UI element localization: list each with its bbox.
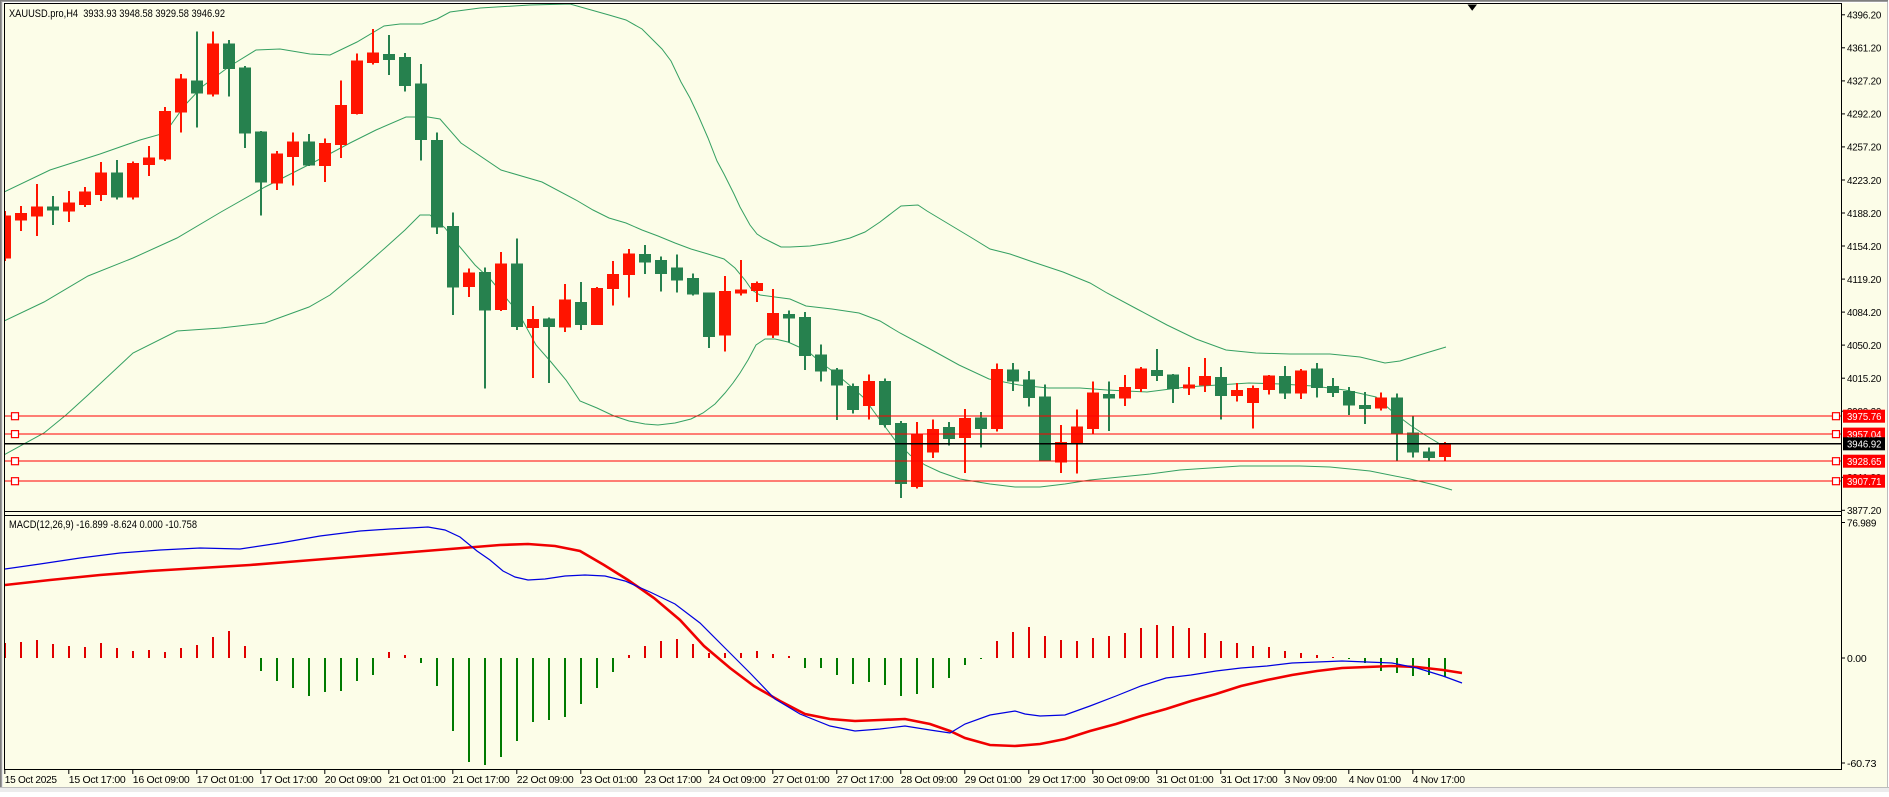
svg-text:4154.20: 4154.20 (1847, 242, 1882, 253)
svg-text:30 Oct 09:00: 30 Oct 09:00 (1093, 775, 1150, 786)
svg-text:15 Oct 2025: 15 Oct 2025 (5, 775, 58, 786)
svg-text:28 Oct 09:00: 28 Oct 09:00 (901, 775, 958, 786)
svg-text:17 Oct 17:00: 17 Oct 17:00 (261, 775, 318, 786)
svg-text:4050.20: 4050.20 (1847, 341, 1882, 352)
svg-text:76.989: 76.989 (1847, 518, 1877, 529)
svg-text:3907.71: 3907.71 (1847, 476, 1882, 488)
svg-text:29 Oct 17:00: 29 Oct 17:00 (1029, 775, 1086, 786)
svg-text:4292.20: 4292.20 (1847, 110, 1882, 121)
svg-text:4396.20: 4396.20 (1847, 11, 1882, 22)
svg-text:29 Oct 01:00: 29 Oct 01:00 (965, 775, 1022, 786)
svg-text:4015.20: 4015.20 (1847, 374, 1882, 385)
svg-text:21 Oct 01:00: 21 Oct 01:00 (389, 775, 446, 786)
svg-text:0.00: 0.00 (1847, 654, 1867, 665)
svg-text:4223.20: 4223.20 (1847, 176, 1882, 187)
svg-text:3928.65: 3928.65 (1847, 456, 1882, 468)
svg-text:-60.73: -60.73 (1847, 759, 1877, 770)
svg-text:20 Oct 09:00: 20 Oct 09:00 (325, 775, 382, 786)
svg-text:3877.20: 3877.20 (1847, 506, 1882, 517)
svg-text:16 Oct 09:00: 16 Oct 09:00 (133, 775, 190, 786)
svg-text:17 Oct 01:00: 17 Oct 01:00 (197, 775, 254, 786)
svg-text:3975.76: 3975.76 (1847, 411, 1882, 423)
svg-text:4119.20: 4119.20 (1847, 275, 1882, 286)
svg-text:4188.20: 4188.20 (1847, 209, 1882, 220)
svg-text:27 Oct 17:00: 27 Oct 17:00 (837, 775, 894, 786)
svg-text:23 Oct 01:00: 23 Oct 01:00 (581, 775, 638, 786)
svg-text:XAUUSD.pro,H4 3933.93 3948.58: XAUUSD.pro,H4 3933.93 3948.58 3929.58 39… (9, 8, 225, 20)
svg-text:3946.92: 3946.92 (1847, 439, 1882, 451)
svg-text:MACD(12,26,9) -16.899 -8.624 0: MACD(12,26,9) -16.899 -8.624 0.000 -10.7… (9, 519, 197, 531)
svg-text:4361.20: 4361.20 (1847, 44, 1882, 55)
svg-text:21 Oct 17:00: 21 Oct 17:00 (453, 775, 510, 786)
svg-text:23 Oct 17:00: 23 Oct 17:00 (645, 775, 702, 786)
svg-text:24 Oct 09:00: 24 Oct 09:00 (709, 775, 766, 786)
svg-text:27 Oct 01:00: 27 Oct 01:00 (773, 775, 830, 786)
svg-text:31 Oct 01:00: 31 Oct 01:00 (1157, 775, 1214, 786)
svg-text:4327.20: 4327.20 (1847, 77, 1882, 88)
svg-text:3 Nov 09:00: 3 Nov 09:00 (1285, 775, 1338, 786)
svg-text:4 Nov 17:00: 4 Nov 17:00 (1413, 775, 1466, 786)
svg-text:22 Oct 09:00: 22 Oct 09:00 (517, 775, 574, 786)
svg-text:4257.20: 4257.20 (1847, 143, 1882, 154)
svg-text:4 Nov 01:00: 4 Nov 01:00 (1349, 775, 1402, 786)
svg-text:4084.20: 4084.20 (1847, 308, 1882, 319)
svg-text:31 Oct 17:00: 31 Oct 17:00 (1221, 775, 1278, 786)
svg-text:15 Oct 17:00: 15 Oct 17:00 (69, 775, 126, 786)
